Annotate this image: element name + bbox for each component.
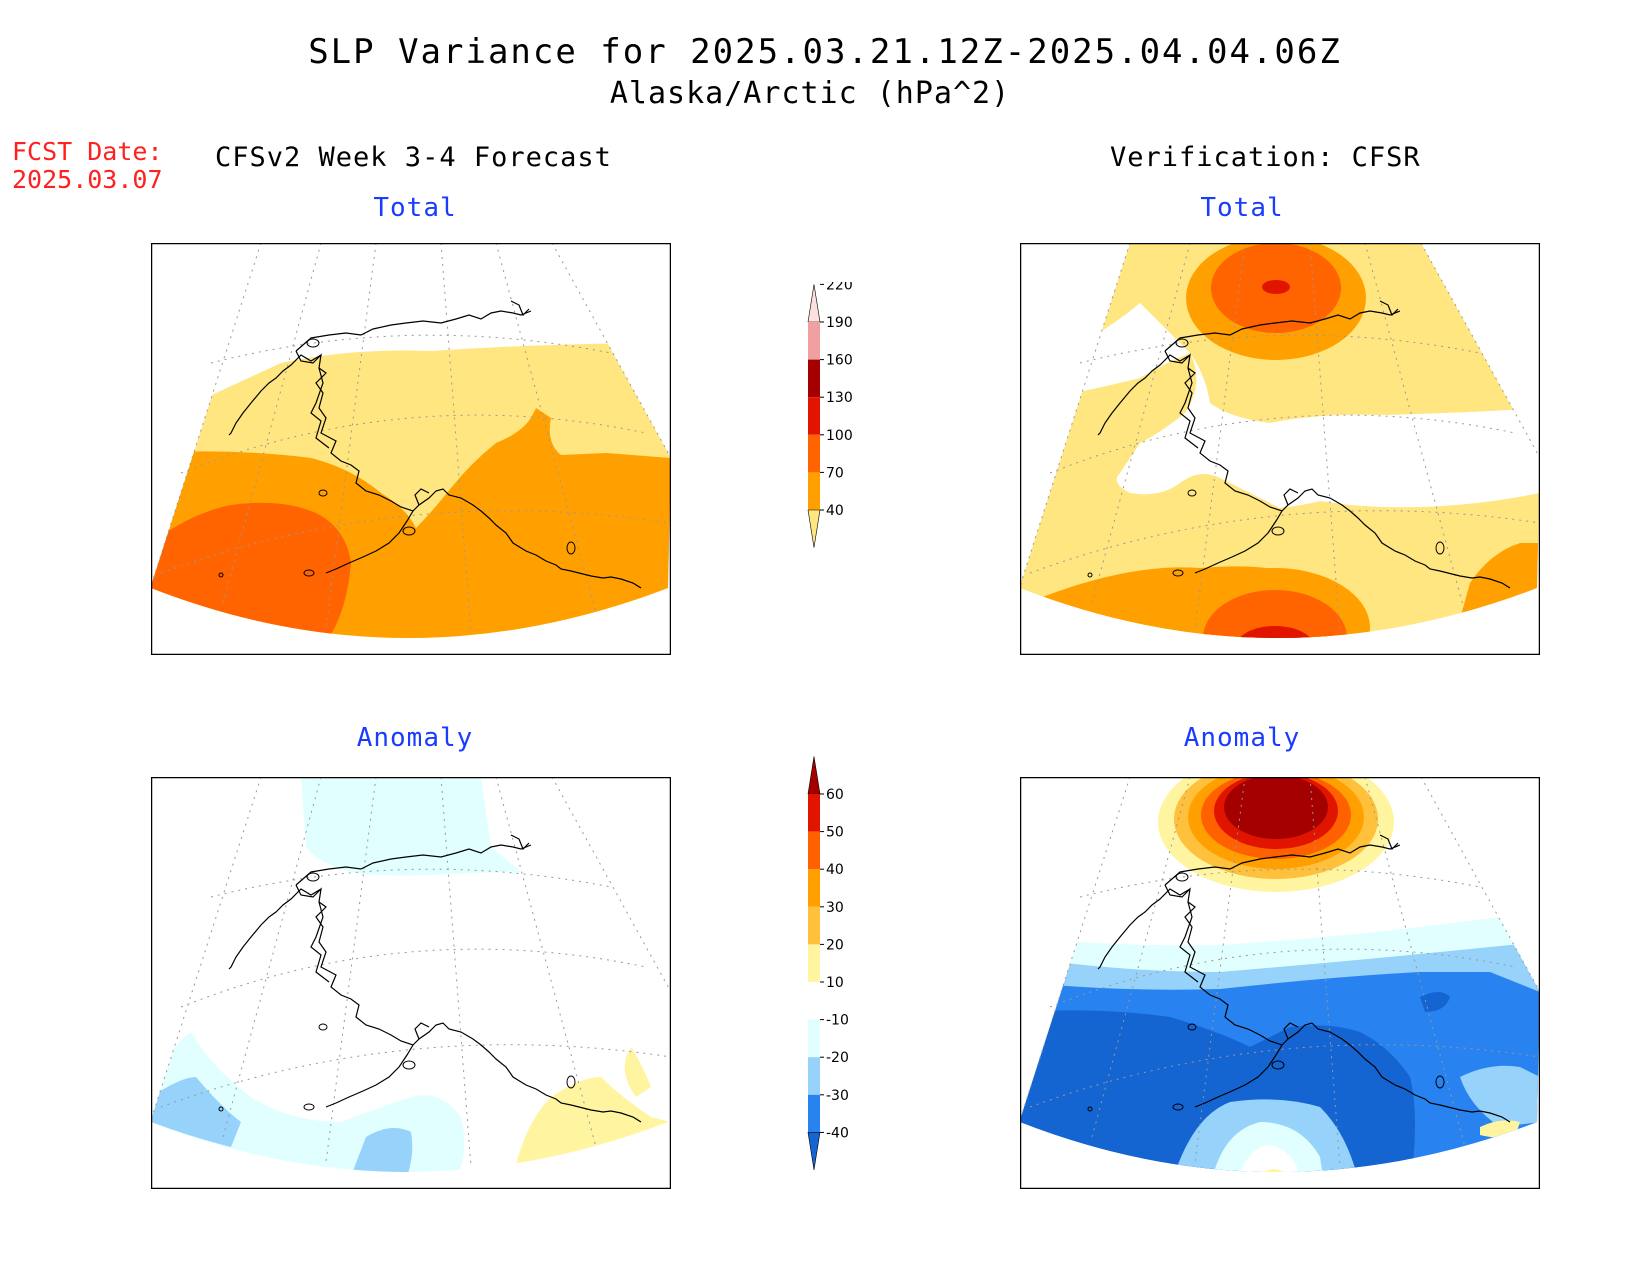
- fill-neg20-neg30-west: [151, 1077, 241, 1147]
- anomaly-colorbar-swatch: [808, 1019, 820, 1058]
- anomaly-colorbar-bottom-triangle: [807, 1132, 821, 1171]
- fill-below-40-a: [1116, 353, 1540, 508]
- fill-10-20-south: [1245, 1169, 1298, 1172]
- figure-title: SLP Variance for 2025.03.21.12Z-2025.04.…: [308, 32, 1342, 72]
- anomaly-colorbar-swatch: [808, 944, 820, 982]
- anomaly-colorbar-swatch: [808, 869, 820, 907]
- total-colorbar-tick-label: 190: [826, 315, 853, 331]
- anomaly-colorbar-swatch: [808, 794, 820, 832]
- anomaly-colorbar-tick-label: 10: [826, 975, 844, 991]
- anomaly-colorbar-tick-label: 20: [826, 937, 844, 953]
- forecast-anomaly-map: [151, 777, 671, 1189]
- total-colorbar-swatch: [808, 322, 820, 360]
- total-colorbar-top-triangle: [807, 284, 821, 323]
- anomaly-colorbar-swatch: [808, 1094, 820, 1133]
- total-colorbar-tick-label: 160: [826, 353, 853, 369]
- anomaly-colorbar-top-triangle: [807, 756, 821, 795]
- total-colorbar-bottom-triangle: [807, 509, 821, 548]
- anomaly-colorbar-tick-label: -40: [826, 1125, 849, 1141]
- total-colorbar: 40 70 100 130 160 190 220: [807, 282, 853, 548]
- anomaly-colorbar-tick-label: 50: [826, 825, 844, 841]
- anomaly-colorbar-swatch: [808, 1057, 820, 1095]
- verification-column-header: Verification: CFSR: [1110, 142, 1421, 173]
- total-colorbar-tick-label: 130: [826, 390, 853, 406]
- anomaly-colorbar-tick-label: 60: [826, 787, 844, 803]
- total-colorbar-tick-label: 70: [826, 465, 844, 481]
- anomaly-colorbar-swatch: [808, 906, 820, 945]
- fill-neg10-neg20-north: [301, 777, 521, 876]
- verification-anomaly-title: Anomaly: [1183, 723, 1301, 753]
- verification-total-title: Total: [1200, 193, 1284, 223]
- fill-10-20-edge: [624, 1047, 651, 1097]
- fill-neg20-neg30-south: [346, 1128, 413, 1172]
- anomaly-colorbar-swatch: [808, 831, 820, 870]
- forecast-date: FCST Date: 2025.03.07: [12, 138, 163, 194]
- fill-130-160-south: [1235, 626, 1315, 638]
- forecast-column-header: CFSv2 Week 3-4 Forecast: [215, 142, 612, 173]
- total-colorbar-swatch: [808, 359, 820, 398]
- anomaly-colorbar-swatch: [808, 982, 820, 1020]
- verification-anomaly-map: [1020, 777, 1540, 1189]
- verification-total-map: [1020, 243, 1540, 655]
- anomaly-colorbar-tick-label: -30: [826, 1088, 849, 1104]
- total-colorbar-tick-label: 100: [826, 428, 853, 444]
- total-colorbar-tick-label: 40: [826, 503, 844, 519]
- total-colorbar-swatch: [808, 397, 820, 435]
- anomaly-colorbar-tick-label: 30: [826, 900, 844, 916]
- anomaly-colorbar-tick-label: 40: [826, 862, 844, 878]
- fill-100-130-south: [1203, 590, 1347, 638]
- forecast-anomaly-title: Anomaly: [356, 723, 474, 753]
- figure-subtitle: Alaska/Arctic (hPa^2): [609, 76, 1011, 111]
- fill-above-60-north: [1224, 777, 1328, 839]
- total-colorbar-swatch: [808, 434, 820, 473]
- fill-neutral-south: [1235, 1145, 1305, 1172]
- forecast-total-map: [151, 243, 671, 655]
- forecast-date-value: 2025.03.07: [12, 165, 163, 194]
- fill-130-160: [1262, 280, 1290, 294]
- fill-100-130: [151, 502, 351, 638]
- anomaly-colorbar-tick-label: -20: [826, 1050, 849, 1066]
- forecast-date-label: FCST Date:: [12, 137, 163, 166]
- anomaly-colorbar-tick-label: -10: [826, 1013, 849, 1029]
- anomaly-colorbar: -40 -30 -20 -10 10 20 30 40 50 60: [807, 756, 849, 1171]
- total-colorbar-tick-label: 220: [826, 282, 853, 293]
- total-colorbar-swatch: [808, 472, 820, 510]
- fill-neg20-neg30-east: [1460, 1065, 1540, 1127]
- forecast-total-title: Total: [373, 193, 457, 223]
